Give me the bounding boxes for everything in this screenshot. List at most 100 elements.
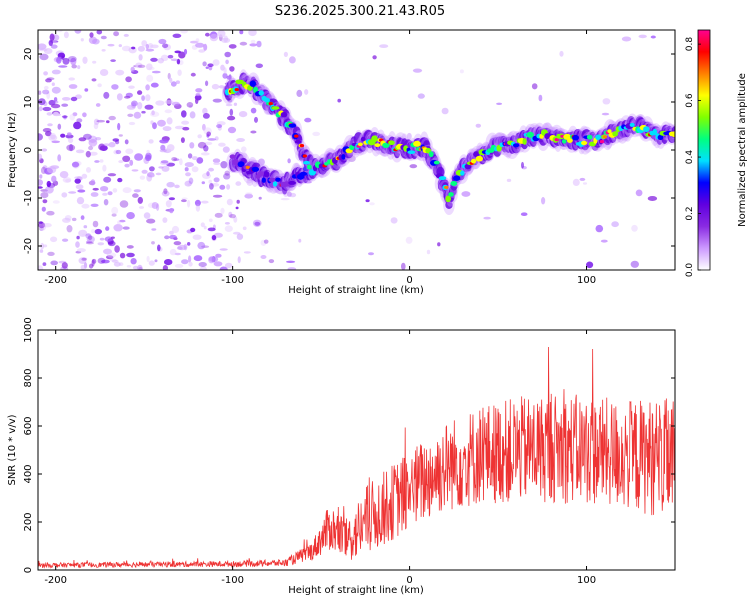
noise-speck — [103, 176, 112, 183]
noise-speck — [38, 106, 43, 112]
noise-speck — [207, 63, 214, 67]
noise-speck — [212, 158, 221, 163]
noise-speck — [61, 192, 68, 198]
spectrogram-x-label: Height of straight line (km) — [288, 285, 424, 296]
noise-speck — [150, 111, 160, 117]
noise-speck — [62, 238, 69, 242]
noise-speck — [151, 202, 159, 209]
noise-speck — [213, 177, 220, 183]
noise-speck — [166, 117, 173, 125]
noise-speck — [82, 56, 88, 64]
noise-speck — [85, 150, 91, 158]
noise-speck — [38, 153, 43, 160]
snr-frame — [37, 329, 676, 571]
noise-speck — [127, 113, 134, 118]
noise-speck — [93, 118, 100, 126]
spectrogram-noise — [38, 30, 658, 270]
noise-speck — [174, 263, 184, 268]
noise-speck — [173, 241, 182, 246]
noise-speck — [50, 236, 58, 243]
noise-speck — [176, 246, 183, 250]
noise-speck — [224, 51, 231, 58]
noise-speck — [92, 220, 99, 228]
ridge-core — [652, 128, 658, 136]
noise-speck — [61, 97, 71, 101]
noise-speck — [150, 82, 159, 88]
noise-speck — [213, 162, 221, 165]
noise-speck — [42, 262, 47, 266]
noise-speck — [121, 45, 131, 52]
noise-speck — [198, 262, 207, 267]
noise-speck — [90, 203, 99, 207]
noise-speck — [108, 115, 116, 121]
noise-speck — [182, 126, 190, 131]
noise-speck — [45, 78, 52, 83]
noise-speck — [95, 103, 101, 107]
noise-speck — [125, 148, 134, 155]
noise-speck — [115, 69, 125, 76]
noise-speck — [220, 161, 228, 169]
noise-speck — [149, 166, 155, 172]
noise-speck — [181, 259, 189, 265]
noise-speck — [100, 186, 109, 192]
noise-speck — [111, 206, 119, 215]
snr-y-tick-label: 600 — [23, 416, 34, 435]
noise-speck — [115, 140, 120, 145]
noise-speck — [223, 173, 231, 180]
noise-speck — [82, 112, 87, 118]
noise-speck — [39, 249, 44, 253]
noise-speck — [101, 49, 106, 52]
noise-speck — [139, 175, 146, 180]
noise-speck — [223, 35, 229, 43]
ridge-band — [445, 200, 453, 209]
ridge-core — [413, 140, 421, 147]
noise-speck — [117, 220, 121, 226]
noise-speck — [130, 66, 135, 73]
noise-speck — [141, 110, 146, 114]
noise-speck — [209, 33, 219, 42]
noise-speck — [195, 38, 200, 43]
noise-speck — [47, 251, 55, 256]
noise-speck — [129, 159, 134, 166]
noise-speck — [50, 260, 58, 266]
noise-speck — [146, 74, 154, 82]
noise-speck — [194, 199, 201, 207]
noise-speck — [89, 151, 98, 156]
noise-speck — [165, 200, 172, 208]
noise-speck — [49, 33, 55, 41]
noise-speck — [506, 178, 512, 182]
noise-speck — [51, 175, 57, 183]
noise-speck — [85, 241, 94, 245]
noise-speck — [119, 219, 126, 223]
noise-speck — [71, 217, 77, 222]
noise-speck — [208, 167, 215, 172]
noise-speck — [58, 65, 68, 68]
noise-speck — [286, 260, 296, 263]
noise-speck — [162, 217, 168, 223]
noise-speck — [151, 228, 157, 231]
noise-speck — [222, 72, 228, 79]
noise-speck — [76, 118, 83, 123]
noise-speck — [245, 192, 253, 195]
noise-speck — [46, 210, 55, 216]
noise-speck — [298, 238, 302, 243]
noise-speck — [145, 43, 149, 50]
noise-speck — [103, 248, 112, 255]
noise-speck — [218, 142, 226, 147]
noise-speck — [621, 36, 632, 42]
noise-speck — [76, 196, 85, 205]
noise-speck — [600, 239, 608, 243]
noise-speck — [228, 211, 233, 218]
noise-speck — [67, 132, 72, 136]
noise-speck — [40, 192, 49, 199]
noise-speck — [219, 266, 228, 270]
noise-speck — [202, 61, 207, 67]
noise-speck — [104, 236, 113, 242]
noise-speck — [220, 207, 225, 214]
noise-speck — [228, 44, 237, 49]
noise-speck — [212, 59, 220, 66]
noise-speck — [38, 133, 43, 141]
noise-speck — [183, 243, 188, 251]
noise-speck — [250, 39, 256, 44]
noise-speck — [57, 154, 62, 162]
